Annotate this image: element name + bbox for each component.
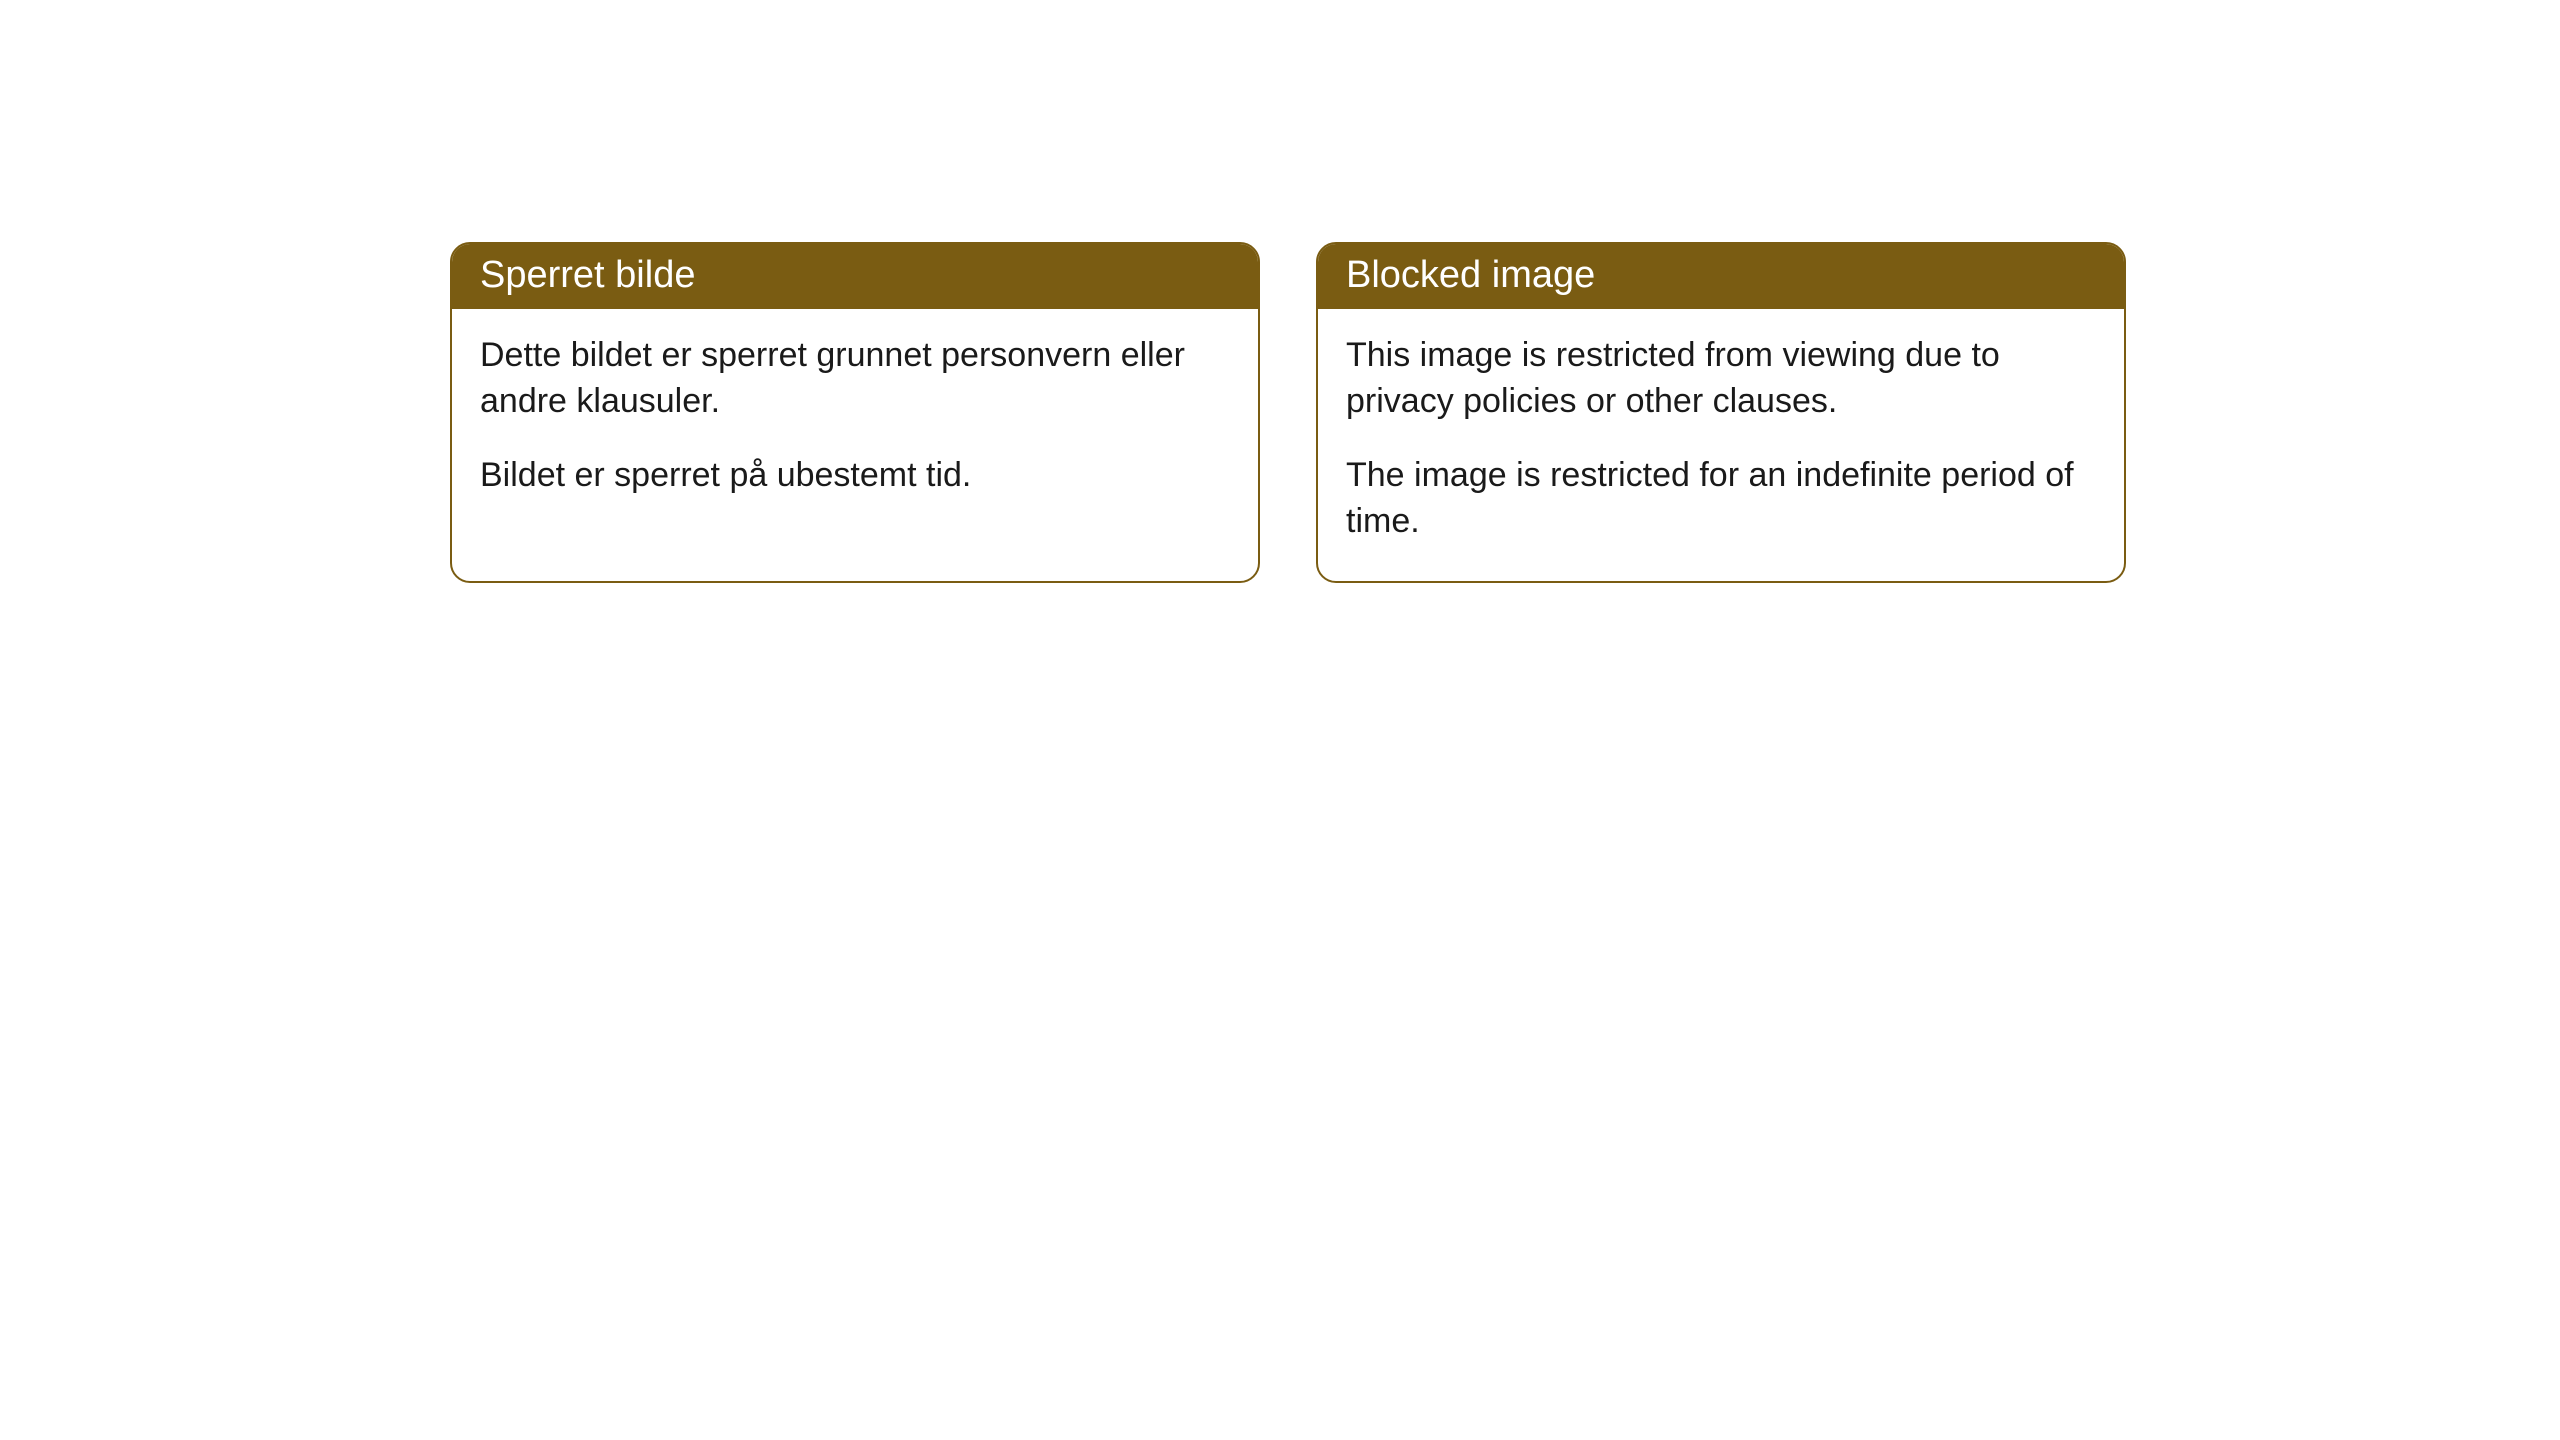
card-body-norwegian: Dette bildet er sperret grunnet personve… [452, 309, 1258, 535]
card-title-english: Blocked image [1346, 254, 1595, 296]
card-header-norwegian: Sperret bilde [452, 244, 1258, 309]
card-paragraph2-english: The image is restricted for an indefinit… [1346, 453, 2096, 545]
cards-container: Sperret bilde Dette bildet er sperret gr… [0, 0, 2560, 583]
card-body-english: This image is restricted from viewing du… [1318, 309, 2124, 581]
card-paragraph2-norwegian: Bildet er sperret på ubestemt tid. [480, 453, 1230, 499]
card-title-norwegian: Sperret bilde [480, 254, 695, 296]
card-header-english: Blocked image [1318, 244, 2124, 309]
card-paragraph1-english: This image is restricted from viewing du… [1346, 333, 2096, 425]
blocked-image-card-english: Blocked image This image is restricted f… [1316, 242, 2126, 583]
card-paragraph1-norwegian: Dette bildet er sperret grunnet personve… [480, 333, 1230, 425]
blocked-image-card-norwegian: Sperret bilde Dette bildet er sperret gr… [450, 242, 1260, 583]
